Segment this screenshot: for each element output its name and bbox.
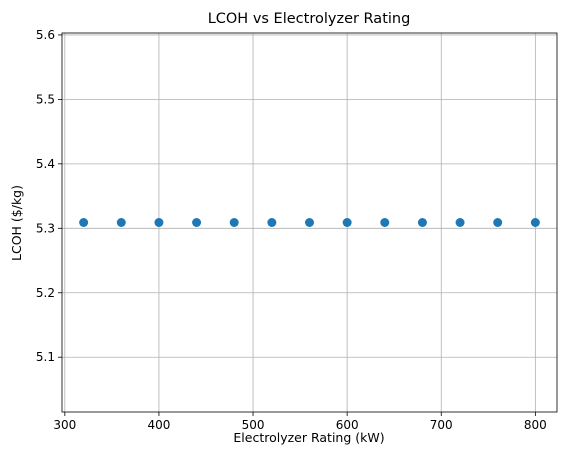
x-tick-label: 500	[242, 418, 265, 432]
y-tick-label: 5.2	[36, 286, 55, 300]
data-point	[493, 218, 503, 227]
data-point	[417, 218, 427, 227]
x-tick-label: 300	[53, 418, 76, 432]
x-axis-label: Electrolyzer Rating (kW)	[233, 430, 384, 445]
x-tick-label: 400	[147, 418, 170, 432]
x-tick-label: 700	[430, 418, 453, 432]
y-tick-label: 5.1	[36, 350, 55, 364]
y-tick-label: 5.3	[36, 221, 55, 235]
data-point	[267, 218, 277, 227]
plot-frame	[61, 32, 558, 413]
x-axis-ticks: 300 400 500 600 700 800	[53, 412, 547, 432]
x-tick-label: 600	[336, 418, 359, 432]
y-axis-label: LCOH ($/kg)	[9, 185, 24, 261]
data-point	[455, 218, 465, 227]
chart-title: LCOH vs Electrolyzer Rating	[208, 11, 411, 27]
y-tick-label: 5.6	[36, 28, 55, 42]
data-point	[342, 218, 352, 227]
data-point	[229, 218, 239, 227]
y-axis-ticks: 5.1 5.2 5.3 5.4 5.5 5.6	[36, 28, 62, 364]
data-point	[79, 218, 89, 227]
y-tick-label: 5.4	[36, 157, 55, 171]
data-point	[305, 218, 314, 227]
data-points	[79, 218, 540, 227]
data-point	[116, 218, 126, 227]
data-point	[192, 218, 202, 227]
data-point	[154, 218, 164, 227]
data-point	[530, 218, 540, 227]
data-point	[380, 218, 390, 227]
x-tick-label: 800	[524, 418, 547, 432]
y-tick-label: 5.5	[36, 92, 55, 106]
